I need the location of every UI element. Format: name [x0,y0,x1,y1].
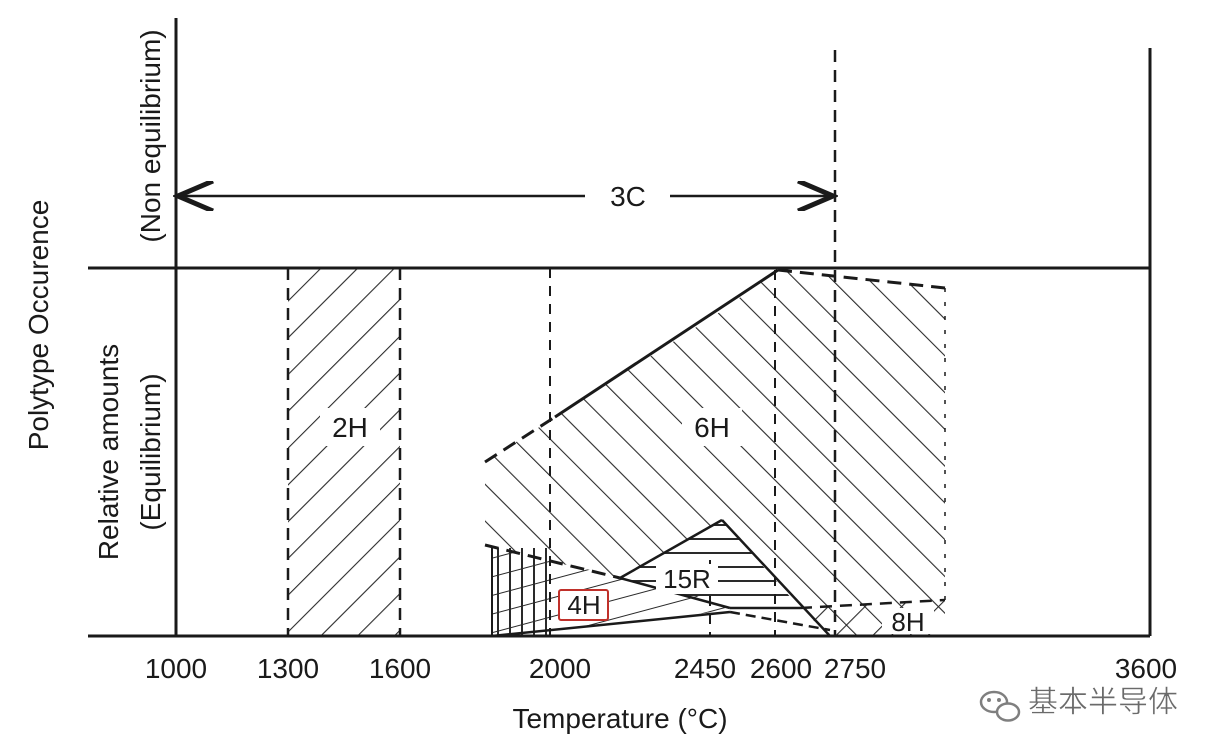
x-tick-label: 2600 [750,653,812,684]
label-15r: 15R [663,564,711,594]
x-tick-label: 3600 [1115,653,1177,684]
watermark-text: 基本半导体 [1028,685,1178,720]
boundary-8h-top [799,598,946,610]
x-tick-label: 1300 [257,653,319,684]
y-axis-label-nonequilibrium: (Non equilibrium) [135,29,166,242]
y-axis-label-relative-amounts: Relative amounts [93,344,124,560]
label-8h: 8H [891,607,924,637]
region-6h-hatch [485,270,945,636]
x-tick-label: 1000 [145,653,207,684]
boundary-6h-upper-dashed [484,415,556,464]
x-axis-label: Temperature (°C) [512,703,727,734]
region-2h-hatch [288,268,400,636]
label-2h-bg [320,408,380,446]
y-axis-label-outer: Polytype Occurence [23,200,54,451]
x-tick-label: 2750 [824,653,886,684]
label-8h-bg [882,608,934,634]
label-4h-highlight-box [558,589,609,621]
boundary-6h-top-dashed [777,268,946,290]
boundary-15r-left [619,518,723,580]
label-4h: 4H [567,590,600,620]
label-15r-bg [656,564,718,594]
boundary-6h-upper-solid [554,268,779,419]
boundary-4h-bottom [491,610,731,638]
boundary-6h-lower-dashed [484,543,621,580]
x-tick-label: 2450 [674,653,736,684]
x-tick-label: 1600 [369,653,431,684]
boundary-4h-tail-dashed [729,610,831,632]
region-4h-vertical-hatch [492,548,554,636]
y-axis-label-equilibrium: (Equilibrium) [135,373,166,530]
label-2h: 2H [332,412,368,443]
label-6h-bg [682,408,742,446]
label-3c: 3C [610,181,646,212]
x-tick-label: 2000 [529,653,591,684]
label-6h: 6H [694,412,730,443]
wechat-icon [979,690,1021,722]
